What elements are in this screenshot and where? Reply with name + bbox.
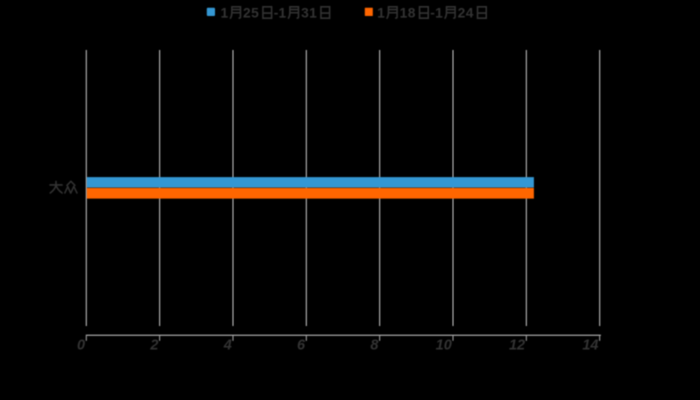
svg-text:10: 10 bbox=[436, 338, 452, 354]
svg-text:25: 25 bbox=[243, 6, 259, 21]
svg-text:2: 2 bbox=[149, 338, 158, 354]
svg-text:-: - bbox=[430, 6, 435, 21]
svg-text:8: 8 bbox=[370, 338, 379, 354]
svg-text:4: 4 bbox=[223, 338, 232, 354]
svg-text:1: 1 bbox=[279, 6, 287, 21]
svg-text:1: 1 bbox=[377, 6, 385, 21]
svg-text:1: 1 bbox=[221, 6, 229, 21]
svg-text:24: 24 bbox=[458, 6, 474, 21]
svg-text:-: - bbox=[274, 6, 279, 21]
svg-text:0: 0 bbox=[77, 338, 85, 354]
svg-text:14: 14 bbox=[582, 338, 598, 354]
svg-text:12: 12 bbox=[509, 338, 525, 354]
svg-text:1: 1 bbox=[435, 6, 443, 21]
svg-text:31: 31 bbox=[301, 6, 317, 21]
svg-text:6: 6 bbox=[297, 338, 306, 354]
svg-text:18: 18 bbox=[400, 6, 416, 21]
